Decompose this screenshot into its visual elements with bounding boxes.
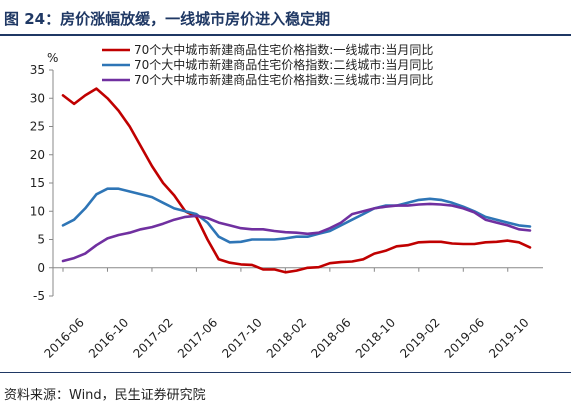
x-tick-label: 2016-06 (41, 315, 86, 360)
x-tick-label: 2019-06 (442, 315, 487, 360)
legend-label-2: 70个大中城市新建商品住宅价格指数:二线城市:当月同比 (134, 57, 433, 72)
y-tick-label: 15 (30, 176, 45, 190)
x-tick-label: 2019-10 (486, 315, 531, 360)
series-line-2 (61, 187, 532, 244)
y-tick-label: 30 (30, 91, 45, 105)
x-tick-label: 2019-02 (397, 315, 442, 360)
y-tick-label: 5 (37, 233, 45, 247)
y-tick-label: 35 (30, 63, 45, 77)
source-note: 资料来源：Wind，民生证券研究院 (4, 388, 206, 403)
y-tick-label: 0 (37, 261, 45, 275)
y-unit-label: % (47, 51, 58, 65)
series-line-3 (61, 202, 532, 263)
x-tick-label: 2016-10 (86, 315, 131, 360)
figure-title: 图 24：房价涨幅放缓，一线城市房价进入稳定期 (4, 10, 331, 28)
y-tick-label: 10 (30, 204, 45, 218)
series-line-1 (61, 87, 532, 274)
title-divider (0, 34, 571, 36)
x-tick-label: 2017-06 (175, 315, 220, 360)
x-tick-label: 2018-10 (353, 315, 398, 360)
legend-label-1: 70个大中城市新建商品住宅价格指数:一线城市:当月同比 (134, 42, 433, 57)
chart-series (61, 87, 532, 274)
x-tick-label: 2017-10 (219, 315, 264, 360)
y-tick-label: 25 (30, 120, 45, 134)
x-tick-label: 2018-02 (264, 315, 309, 360)
legend-label-3: 70个大中城市新建商品住宅价格指数:三线城市:当月同比 (134, 72, 433, 87)
chart-legend: 70个大中城市新建商品住宅价格指数:一线城市:当月同比70个大中城市新建商品住宅… (102, 42, 433, 87)
source-divider (0, 372, 571, 373)
y-tick-label: -5 (33, 289, 45, 303)
x-tick-label: 2018-06 (308, 315, 353, 360)
x-tick-label: 2017-02 (130, 315, 175, 360)
y-tick-label: 20 (30, 148, 45, 162)
